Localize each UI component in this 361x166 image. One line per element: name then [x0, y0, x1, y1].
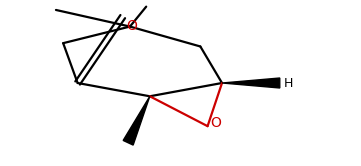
Text: H: H — [284, 77, 293, 89]
Polygon shape — [222, 78, 280, 88]
Text: O: O — [127, 19, 138, 33]
Polygon shape — [123, 96, 150, 145]
Text: O: O — [210, 116, 221, 130]
